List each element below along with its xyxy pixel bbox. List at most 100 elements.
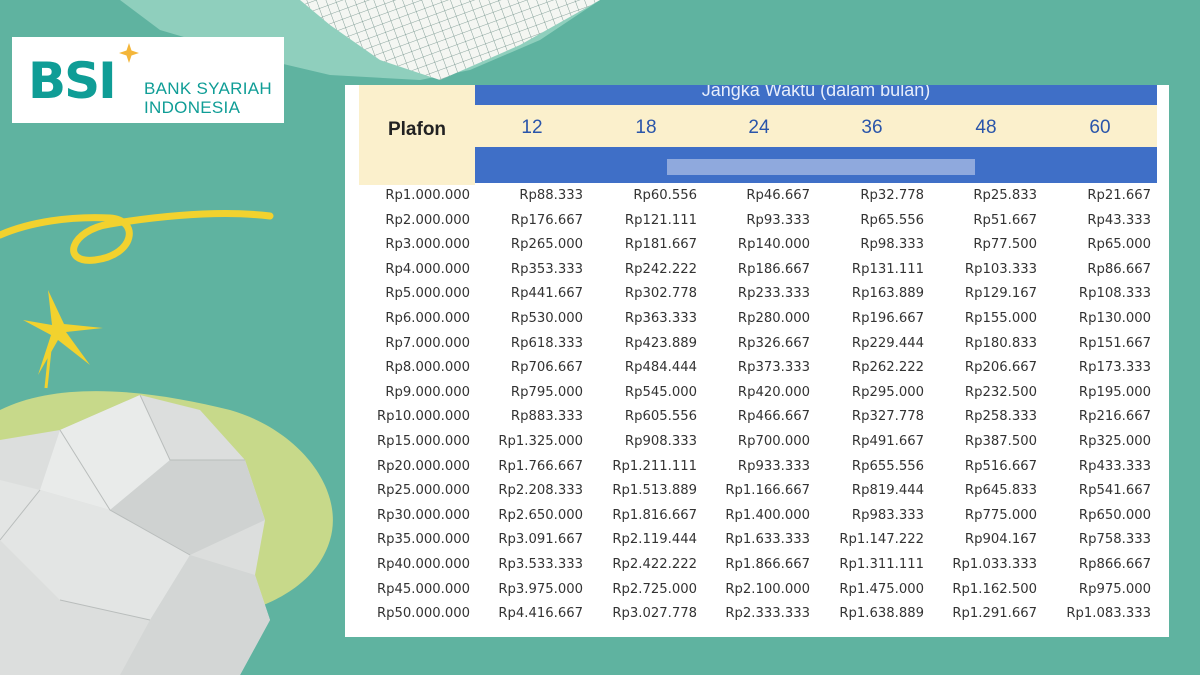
plafon-cell: Rp2.000.000 (385, 212, 470, 228)
tenor-36-cell: Rp1.311.111 (839, 557, 924, 572)
plafon-header-cell (359, 85, 475, 185)
plafon-cell: Rp25.000.000 (376, 483, 470, 499)
tenor-12-cell: Rp530.000 (510, 311, 583, 326)
table-row: Rp30.000.000 Rp2.650.000 Rp1.816.667 Rp1.40… (345, 504, 1169, 528)
installment-table: Plafon Jangka Waktu (dalam bulan) 12 18 … (345, 85, 1169, 637)
tenor-36-cell: Rp655.556 (851, 458, 924, 474)
logo-line-1: BANK SYARIAH (144, 79, 272, 98)
tenor-48-cell: Rp1.291.667 (952, 606, 1037, 622)
tenor-12-cell: Rp1.325.000 (498, 434, 583, 449)
tenor-36-cell: Rp819.444 (851, 483, 924, 499)
tenor-12-cell: Rp3.533.333 (498, 557, 583, 572)
plafon-cell: Rp35.000.000 (376, 532, 470, 548)
month-header: 48 (975, 117, 997, 138)
tenor-18-cell: Rp363.333 (624, 311, 697, 326)
tenor-60-cell: Rp108.333 (1078, 286, 1151, 302)
table-row: Rp7.000.000 Rp618.333 Rp423.889 Rp326.667 Rp… (345, 332, 1169, 356)
tenor-36-cell: Rp196.667 (851, 311, 924, 326)
tenor-48-cell: Rp51.667 (973, 212, 1037, 228)
table-row: Rp5.000.000 Rp441.667 Rp302.778 Rp233.333 Rp… (345, 282, 1169, 306)
tenor-24-cell: Rp420.000 (737, 384, 810, 400)
tenor-12-cell: Rp4.416.667 (498, 606, 583, 622)
tenor-60-cell: Rp173.333 (1078, 360, 1151, 376)
tenor-12-cell: Rp706.667 (510, 360, 583, 376)
tenor-36-cell: Rp65.556 (860, 212, 924, 228)
tenor-18-cell: Rp2.119.444 (612, 532, 697, 548)
tenor-36-cell: Rp295.000 (851, 384, 924, 400)
crumpled-paper-graphic (0, 391, 333, 675)
tenor-48-cell: Rp206.667 (964, 360, 1037, 376)
tenor-60-cell: Rp65.000 (1087, 237, 1151, 253)
table-row: Rp2.000.000 Rp176.667 Rp121.111 Rp93.333 Rp6… (345, 209, 1169, 233)
table-row: Rp50.000.000 Rp4.416.667 Rp3.027.778 Rp2.33… (345, 602, 1169, 626)
plafon-cell: Rp7.000.000 (385, 335, 470, 351)
tenor-24-cell: Rp373.333 (737, 360, 810, 376)
tenor-24-cell: Rp233.333 (737, 286, 810, 302)
table-row: Rp25.000.000 Rp2.208.333 Rp1.513.889 Rp1.16… (345, 479, 1169, 503)
plafon-cell: Rp1.000.000 (385, 188, 470, 203)
table-row: Rp10.000.000 Rp883.333 Rp605.556 Rp466.667 R… (345, 405, 1169, 429)
tenor-18-cell: Rp121.111 (624, 212, 697, 228)
plafon-cell: Rp40.000.000 (376, 557, 470, 572)
tenor-18-cell: Rp3.027.778 (612, 606, 697, 622)
plafon-cell: Rp15.000.000 (376, 434, 470, 449)
tenor-24-cell: Rp1.166.667 (725, 483, 810, 499)
tenor-18-cell: Rp1.211.111 (612, 458, 697, 474)
tenor-18-cell: Rp1.513.889 (612, 483, 697, 499)
month-header: 24 (748, 117, 770, 138)
month-header: 12 (521, 117, 543, 138)
table-row: Rp45.000.000 Rp3.975.000 Rp2.725.000 Rp2.10… (345, 578, 1169, 602)
tenor-48-cell: Rp645.833 (964, 483, 1037, 499)
tenor-48-cell: Rp25.833 (973, 188, 1037, 203)
tenor-12-cell: Rp176.667 (510, 212, 583, 228)
tenor-36-cell: Rp131.111 (851, 261, 924, 277)
tenor-36-cell: Rp983.333 (851, 507, 924, 523)
tenor-18-cell: Rp181.667 (624, 237, 697, 253)
tenor-48-cell: Rp387.500 (964, 434, 1037, 449)
tenor-48-cell: Rp155.000 (964, 311, 1037, 326)
logo-wordmark: BANK SYARIAH INDONESIA (144, 79, 272, 117)
logo-line-2: INDONESIA (144, 98, 241, 117)
tenor-24-cell: Rp1.400.000 (725, 507, 810, 523)
plafon-cell: Rp3.000.000 (385, 237, 470, 253)
tenor-18-cell: Rp423.889 (624, 335, 697, 351)
logo-mark: BSI (28, 52, 117, 110)
plafon-header-label: Plafon (387, 119, 447, 140)
tenor-18-cell: Rp302.778 (624, 286, 697, 302)
tenor-36-cell: Rp163.889 (851, 286, 924, 302)
table-row: Rp1.000.000 Rp88.333 Rp60.556 Rp46.667 Rp32.… (345, 184, 1169, 208)
tenor-60-cell: Rp43.333 (1087, 212, 1151, 228)
tenor-18-cell: Rp1.816.667 (612, 507, 697, 523)
tenor-36-cell: Rp262.222 (851, 360, 924, 376)
plafon-cell: Rp6.000.000 (385, 311, 470, 326)
tenor-24-cell: Rp2.100.000 (725, 581, 810, 597)
tenor-60-cell: Rp130.000 (1078, 311, 1151, 326)
tenor-12-cell: Rp618.333 (510, 335, 583, 351)
tenor-48-cell: Rp516.667 (964, 458, 1037, 474)
tenor-12-cell: Rp88.333 (519, 188, 583, 203)
tenor-48-cell: Rp904.167 (964, 532, 1037, 548)
tenor-36-cell: Rp491.667 (851, 434, 924, 449)
plafon-cell: Rp5.000.000 (385, 286, 470, 302)
tenor-48-cell: Rp258.333 (964, 409, 1037, 425)
tenor-60-cell: Rp325.000 (1078, 434, 1151, 449)
table-row: Rp8.000.000 Rp706.667 Rp484.444 Rp373.333 Rp… (345, 356, 1169, 380)
tenor-24-cell: Rp933.333 (737, 458, 810, 474)
table-row: Rp3.000.000 Rp265.000 Rp181.667 Rp140.000 Rp… (345, 233, 1169, 257)
tenor-24-cell: Rp93.333 (746, 212, 810, 228)
month-header: 36 (861, 117, 883, 138)
tenor-24-cell: Rp326.667 (737, 335, 810, 351)
plafon-cell: Rp10.000.000 (376, 409, 470, 425)
plafon-cell: Rp50.000.000 (376, 606, 470, 622)
tenor-12-cell: Rp2.650.000 (498, 507, 583, 523)
redacted-bar (667, 159, 975, 175)
yellow-starburst-icon (23, 290, 103, 389)
tenor-36-cell: Rp1.475.000 (839, 581, 924, 597)
tenor-60-cell: Rp541.667 (1078, 483, 1151, 499)
tenor-12-cell: Rp1.766.667 (498, 458, 583, 474)
tenor-18-cell: Rp2.422.222 (612, 557, 697, 572)
tenor-24-cell: Rp1.866.667 (725, 557, 810, 572)
tenor-48-cell: Rp775.000 (964, 507, 1037, 523)
table-row: Rp9.000.000 Rp795.000 Rp545.000 Rp420.000 Rp… (345, 381, 1169, 405)
tenor-48-cell: Rp129.167 (964, 286, 1037, 302)
